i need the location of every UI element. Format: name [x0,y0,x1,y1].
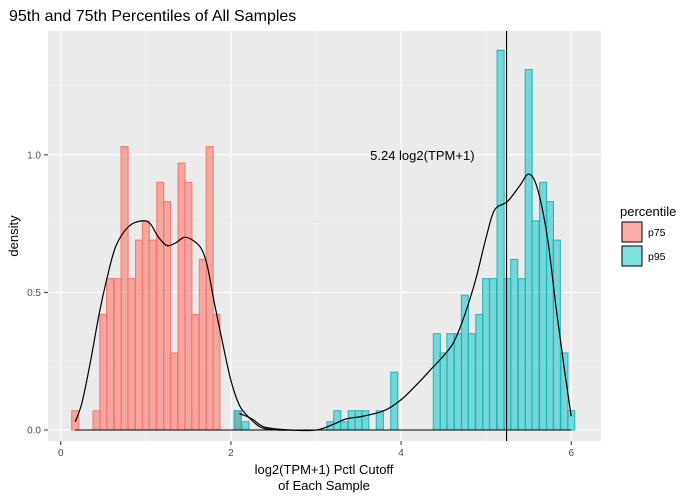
bar-p75 [106,278,115,431]
bar-p95 [390,371,399,431]
bar-p75 [177,162,186,431]
axis-ticks: 0 2 4 6 0.0 0.5 1.0 [27,150,574,459]
bar-p75 [169,352,178,431]
bar-p95 [496,49,505,431]
bar-p75 [198,258,207,431]
y-tick-label: 1.0 [27,150,41,161]
x-tick-label: 4 [398,448,404,459]
bar-p95 [375,410,384,431]
bar-p95 [241,421,250,431]
bar-p75 [148,239,157,431]
x-axis-title-line1: log2(TPM+1) Pctl Cutoff [255,462,394,477]
legend-label-p75: p75 [648,227,666,239]
legend: percentile p75 p95 [620,204,676,267]
bar-p95 [510,258,519,431]
bar-p75 [141,220,150,431]
bar-p95 [361,410,370,431]
bar-p95 [524,69,533,431]
chart-title: 95th and 75th Percentiles of All Samples [9,8,296,25]
bar-p75 [191,313,200,431]
bar-p75 [120,146,129,431]
bar-p95 [488,278,497,431]
bar-p95 [482,278,491,431]
bar-p95 [333,410,342,431]
bar-p95 [475,313,484,431]
y-tick-label: 0.0 [27,425,41,436]
bar-p75 [184,181,193,431]
x-axis-title-line2: of Each Sample [278,478,370,493]
histogram-bars [71,49,576,431]
legend-label-p95: p95 [648,251,666,263]
bar-p75 [99,313,108,431]
bar-p95 [503,278,512,431]
density-curve-p75 [74,220,308,431]
bar-p75 [212,313,221,431]
bar-p75 [92,410,101,431]
bar-p95 [517,278,526,431]
bar-p95 [347,410,356,431]
density-curves [74,173,572,432]
bar-p75 [163,201,172,431]
bar-p95 [467,333,476,431]
bar-p95 [560,352,569,431]
bar-p95 [454,333,463,431]
bar-p95 [439,352,448,431]
bar-p95 [354,410,363,431]
bar-p95 [531,220,540,431]
legend-key-p75 [621,221,643,243]
bar-p75 [156,181,165,431]
x-tick-label: 2 [228,448,234,459]
bar-p75 [134,239,144,431]
legend-key-p95 [621,245,643,267]
y-tick-label: 0.5 [27,288,41,299]
bar-p95 [432,333,441,431]
x-tick-label: 6 [568,448,574,459]
density-curve-p95 [239,173,572,432]
x-tick-label: 0 [58,448,64,459]
y-axis-title: density [6,215,21,257]
bar-p95 [340,421,349,431]
bar-p95 [539,181,548,431]
bar-p75 [113,278,122,431]
legend-title: percentile [620,204,676,219]
bar-p75 [127,278,136,431]
cutoff-annotation: 5.24 log2(TPM+1) [370,148,474,163]
